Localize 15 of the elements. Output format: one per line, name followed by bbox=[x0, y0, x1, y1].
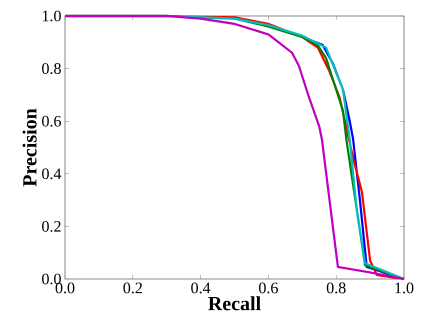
y-tick-label: 0.4 bbox=[42, 168, 62, 180]
y-tick-label: 0.8 bbox=[42, 63, 61, 74]
x-tick-label: 0.4 bbox=[191, 282, 210, 294]
y-tick-label: 0.0 bbox=[42, 274, 61, 284]
y-axis-title: Precision bbox=[22, 108, 37, 186]
y-tick-label: 1.0 bbox=[42, 10, 61, 22]
line-series bbox=[64, 14, 406, 280]
x-tick-label: 1.0 bbox=[395, 282, 414, 294]
x-axis-title: Recall bbox=[208, 296, 261, 310]
y-tick-label: 0.6 bbox=[42, 116, 61, 127]
x-tick-label: 0.8 bbox=[326, 282, 346, 294]
x-tick-label: 0.6 bbox=[259, 282, 278, 294]
x-tick-label: 0.2 bbox=[123, 282, 142, 294]
x-tick-label: 0.0 bbox=[56, 282, 74, 294]
y-tick-label: 0.2 bbox=[42, 220, 61, 232]
